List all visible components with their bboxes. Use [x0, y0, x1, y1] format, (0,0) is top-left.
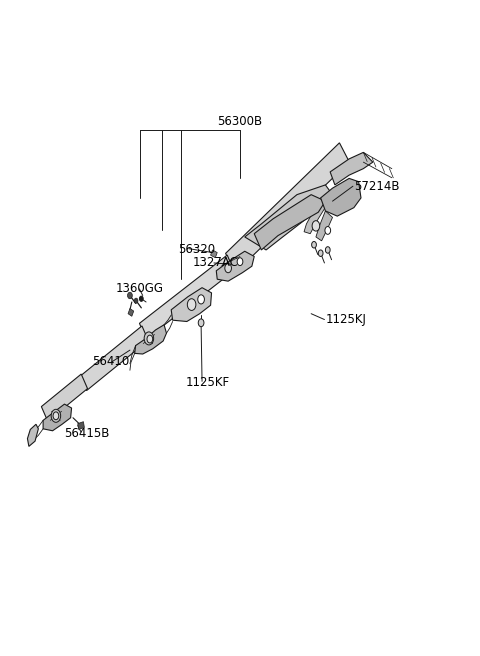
Polygon shape — [321, 178, 361, 216]
Circle shape — [237, 258, 243, 266]
Polygon shape — [211, 250, 217, 258]
Text: 57214B: 57214B — [354, 180, 399, 193]
Circle shape — [144, 332, 154, 345]
Circle shape — [53, 412, 59, 420]
Circle shape — [134, 298, 138, 303]
Circle shape — [198, 295, 204, 304]
Circle shape — [325, 247, 330, 253]
Polygon shape — [27, 424, 38, 446]
Text: 56300B: 56300B — [217, 115, 263, 128]
Circle shape — [225, 264, 231, 273]
Text: 56320: 56320 — [179, 243, 216, 256]
Circle shape — [128, 292, 132, 298]
Circle shape — [51, 409, 60, 422]
Text: 1125KJ: 1125KJ — [325, 313, 366, 326]
Polygon shape — [254, 195, 325, 250]
Polygon shape — [128, 308, 134, 316]
Text: 1327AC: 1327AC — [192, 256, 239, 270]
Polygon shape — [304, 198, 326, 234]
Circle shape — [187, 298, 196, 310]
Polygon shape — [226, 143, 349, 272]
Circle shape — [312, 241, 316, 248]
Polygon shape — [245, 185, 333, 250]
Circle shape — [325, 226, 331, 234]
Circle shape — [198, 319, 204, 327]
Polygon shape — [316, 211, 333, 241]
Text: 56410: 56410 — [92, 356, 129, 368]
Polygon shape — [80, 326, 148, 390]
Polygon shape — [216, 251, 254, 281]
Circle shape — [139, 296, 143, 301]
Polygon shape — [41, 374, 87, 421]
Text: 1125KF: 1125KF — [185, 376, 229, 389]
Polygon shape — [171, 288, 212, 321]
Polygon shape — [140, 255, 234, 339]
Polygon shape — [135, 325, 167, 354]
Circle shape — [312, 220, 320, 231]
Circle shape — [147, 335, 153, 343]
Polygon shape — [43, 404, 72, 431]
Polygon shape — [78, 422, 84, 430]
Polygon shape — [330, 152, 373, 185]
Circle shape — [318, 250, 323, 256]
Text: 56415B: 56415B — [64, 427, 110, 440]
Text: 1360GG: 1360GG — [116, 283, 164, 295]
